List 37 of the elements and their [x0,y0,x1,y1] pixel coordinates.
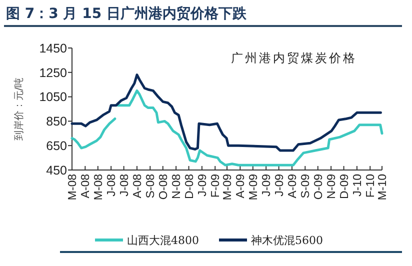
x-tick-label: J-09 [261,174,274,196]
x-tick-label: J-08 [118,174,131,196]
x-tick-label: J-08 [106,174,118,196]
x-tick-label: O-09 [312,174,325,200]
x-tick-label: M-08 [92,174,105,200]
x-tick-label: J-09 [274,174,286,196]
line-series [70,74,382,152]
chart-subtitle: 广州港内贸煤炭价格 [231,51,357,65]
x-tick-label: A-09 [287,174,299,198]
x-tick-label: S-08 [145,174,158,198]
x-tick-label: A-08 [132,174,144,198]
x-tick-label: N-09 [326,174,338,199]
y-tick-label: 650 [46,138,68,153]
x-tick-label: D-08 [184,174,196,199]
legend-label: 山西大混4800 [127,234,199,247]
x-tick-label: M-09 [222,174,234,200]
x-tick-label: N-08 [171,174,184,199]
x-tick-label: M-09 [248,174,260,200]
x-tick-label: J-09 [196,174,209,196]
y-tick-label: 1250 [39,66,68,80]
y-tick-label: 1050 [39,90,68,104]
y-tick-label: 1450 [39,41,68,56]
x-tick-label: A-09 [235,174,248,198]
x-tick-label: F-09 [210,174,222,198]
x-tick-label: M-08 [67,174,80,200]
x-tick-label: A-08 [80,174,92,198]
y-tick-label: 450 [46,163,68,178]
legend-label: 神木优混5600 [251,234,323,247]
x-tick-label: M-10 [377,174,390,200]
y-axis-title: 到岸价：元/吨 [13,77,25,141]
x-tick-label: D-09 [338,174,351,199]
x-tick-label: O-08 [158,174,170,200]
x-tick-label: F-10 [365,174,378,198]
y-tick-label: 850 [46,114,68,129]
chart-title: 图 7：3 月 15 日广州港内贸价格下跌 [6,5,248,22]
x-tick-label: S-09 [300,174,312,198]
x-tick-label: J-10 [352,174,364,196]
